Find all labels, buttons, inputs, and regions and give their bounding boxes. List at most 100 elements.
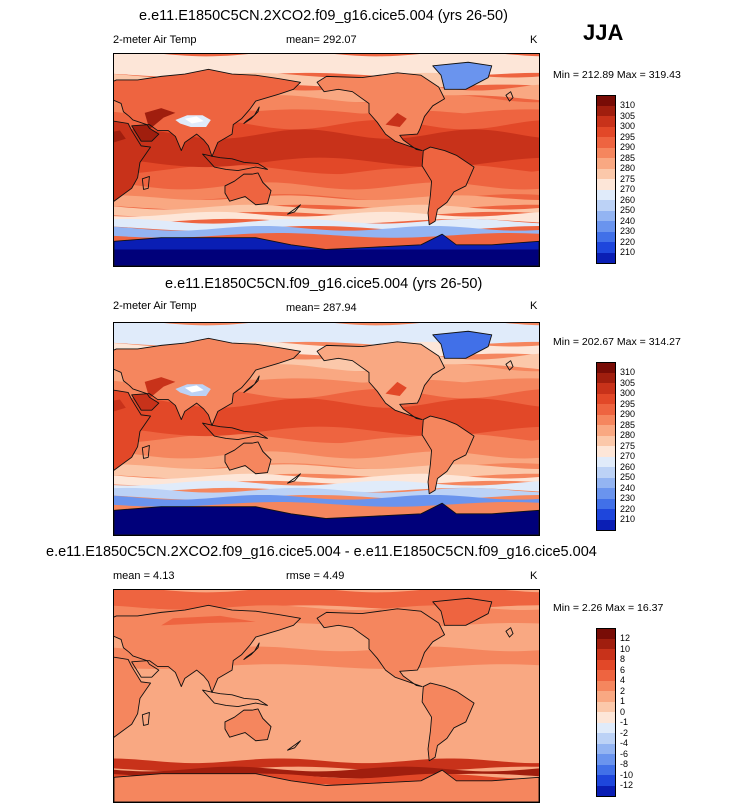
panel-2-title: e.e11.E1850C5CN.f09_g16.cice5.004 (yrs 2…: [165, 276, 483, 292]
panel-1-title: e.e11.E1850C5CN.2XCO2.f09_g16.cice5.004 …: [139, 8, 508, 24]
colorbar-label: 285: [620, 152, 636, 163]
colorbar-swatch: [596, 628, 616, 640]
colorbar-swatch: [596, 435, 616, 446]
colorbar-label: 300: [620, 388, 636, 398]
colorbar-label: 6: [620, 664, 626, 675]
colorbar-label: 12: [620, 633, 631, 643]
colorbar-label: 230: [620, 493, 636, 503]
colorbar-label: 240: [620, 215, 636, 226]
colorbar-label: 270: [620, 184, 636, 194]
colorbar-swatch: [596, 404, 616, 415]
colorbar-swatch: [596, 393, 616, 404]
panel-3-minmax: Min = 2.26 Max = 16.37: [553, 602, 664, 614]
colorbar-swatch: [596, 509, 616, 520]
colorbar-swatch: [596, 158, 616, 169]
colorbar-swatch: [596, 383, 616, 394]
colorbar-label: 295: [620, 398, 636, 409]
colorbar-swatch: [596, 691, 616, 702]
colorbar-swatch: [596, 722, 616, 733]
colorbar-swatch: [596, 252, 616, 264]
colorbar-label: 305: [620, 377, 636, 388]
season-label: JJA: [583, 20, 624, 45]
colorbar-swatch: [596, 477, 616, 488]
colorbar-label: -2: [620, 727, 629, 738]
panel-1-units: K: [530, 34, 538, 46]
colorbar-swatch: [596, 105, 616, 116]
colorbar-label: 260: [620, 461, 636, 472]
panel-3-mean-label: mean = 4.13: [113, 570, 175, 582]
colorbar-label: 290: [620, 409, 636, 419]
colorbar-label: 240: [620, 482, 636, 493]
colorbar-swatch: [596, 231, 616, 242]
colorbar-label: -6: [620, 748, 629, 759]
colorbar-label: 0: [620, 706, 626, 717]
colorbar-swatch: [596, 498, 616, 509]
colorbar-swatch: [596, 775, 616, 786]
colorbar-label: 220: [620, 236, 636, 247]
colorbar-swatch: [596, 242, 616, 253]
colorbar-swatch: [596, 116, 616, 127]
colorbar-swatch: [596, 189, 616, 200]
colorbar-label: -12: [620, 780, 634, 790]
colorbar-swatch: [596, 467, 616, 478]
colorbar-label: -1: [620, 717, 629, 727]
colorbar-swatch: [596, 785, 616, 797]
colorbar-swatch: [596, 754, 616, 765]
colorbar-swatch: [596, 446, 616, 457]
colorbar-swatch: [596, 680, 616, 691]
colorbar-label: -4: [620, 738, 629, 748]
colorbar-swatch: [596, 670, 616, 681]
colorbar-swatch: [596, 425, 616, 436]
colorbar-swatch: [596, 126, 616, 137]
colorbar-label: 300: [620, 121, 636, 131]
colorbar-label: 310: [620, 367, 636, 377]
colorbar-label: 1: [620, 696, 626, 706]
colorbar-swatch: [596, 659, 616, 670]
panel-3-units: K: [530, 570, 538, 582]
colorbar-label: 295: [620, 131, 636, 142]
colorbar-label: 220: [620, 503, 636, 514]
panel-2-units: K: [530, 300, 538, 312]
colorbar-label: 210: [620, 514, 636, 524]
colorbar-label: 10: [620, 643, 631, 654]
colorbar-swatch: [596, 210, 616, 221]
colorbar-swatch: [596, 179, 616, 190]
colorbar-label: -8: [620, 759, 629, 769]
colorbar-swatch: [596, 200, 616, 211]
colorbar-swatch: [596, 733, 616, 744]
colorbar-label: -10: [620, 769, 634, 780]
colorbar-label: 305: [620, 110, 636, 121]
colorbar-swatch: [596, 414, 616, 425]
colorbar-label: 275: [620, 440, 636, 451]
panel-2-map: [113, 322, 540, 536]
panel-1-variable-label: 2-meter Air Temp: [113, 34, 197, 46]
panel-2-mean-label: mean= 287.94: [286, 302, 357, 314]
colorbar-label: 230: [620, 226, 636, 236]
colorbar-label: 270: [620, 451, 636, 461]
colorbar-label: 290: [620, 142, 636, 152]
colorbar-label: 280: [620, 163, 636, 173]
colorbar-label: 250: [620, 472, 636, 482]
colorbar-label: 310: [620, 100, 636, 110]
colorbar-swatch: [596, 712, 616, 723]
panel-3-title: e.e11.E1850C5CN.2XCO2.f09_g16.cice5.004 …: [46, 544, 597, 560]
colorbar-swatch: [596, 221, 616, 232]
colorbar-swatch: [596, 362, 616, 374]
panel-2-variable-label: 2-meter Air Temp: [113, 300, 197, 312]
colorbar-label: 4: [620, 675, 626, 685]
colorbar-swatch: [596, 519, 616, 531]
colorbar-swatch: [596, 95, 616, 107]
colorbar-swatch: [596, 488, 616, 499]
colorbar-swatch: [596, 168, 616, 179]
panel-2-minmax: Min = 202.67 Max = 314.27: [553, 336, 681, 348]
panel-3-map: [113, 589, 540, 803]
colorbar-label: 250: [620, 205, 636, 215]
colorbar-swatch: [596, 372, 616, 383]
colorbar-swatch: [596, 743, 616, 754]
panel-1-map: [113, 53, 540, 267]
colorbar-label: 8: [620, 654, 626, 664]
colorbar-swatch: [596, 147, 616, 158]
colorbar-swatch: [596, 701, 616, 712]
colorbar-label: 2: [620, 685, 626, 696]
colorbar-swatch: [596, 137, 616, 148]
